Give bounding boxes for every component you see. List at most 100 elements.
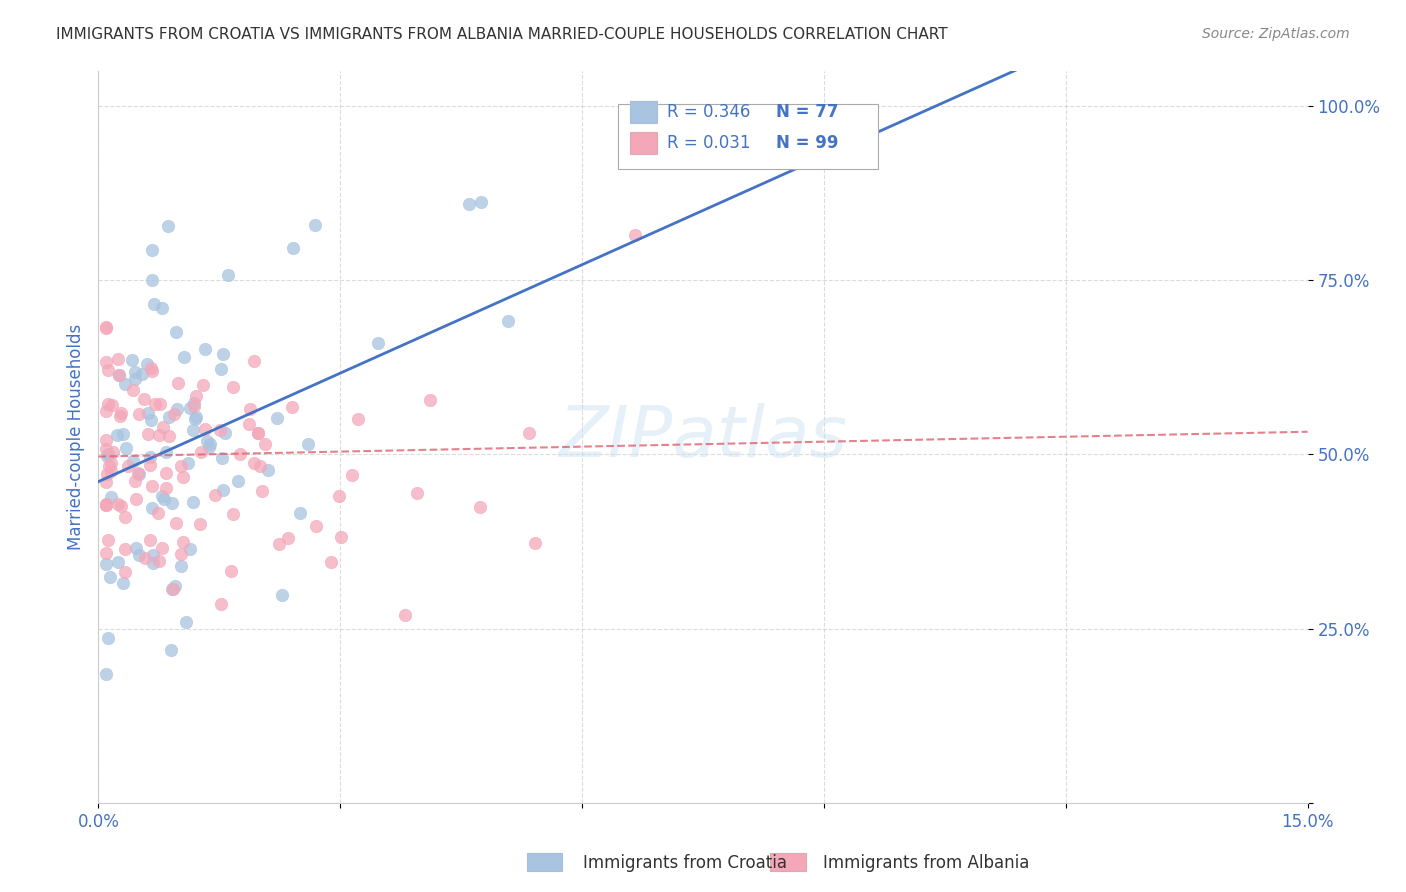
Point <box>125 491 148 506</box>
Point <box>188 517 211 532</box>
Point <box>165 516 187 530</box>
Point <box>177 456 200 470</box>
Point <box>115 441 138 455</box>
Point <box>97 533 120 547</box>
Point <box>249 459 271 474</box>
Point <box>96 467 118 482</box>
Point <box>163 407 186 421</box>
Point <box>96 546 118 560</box>
Point <box>214 426 236 441</box>
Point <box>470 194 492 209</box>
Point <box>100 456 122 470</box>
Point <box>138 533 160 548</box>
Point <box>250 483 273 498</box>
Point <box>107 497 129 511</box>
Point <box>96 433 118 447</box>
Point <box>211 450 233 465</box>
Point <box>209 597 232 611</box>
Point <box>125 541 148 556</box>
Bar <box>630 101 657 122</box>
Point <box>367 335 389 350</box>
Point <box>110 406 132 420</box>
Point <box>156 219 179 234</box>
FancyBboxPatch shape <box>619 104 879 169</box>
Point <box>304 219 326 233</box>
Point <box>100 464 122 478</box>
Point <box>117 458 139 473</box>
Point <box>96 497 118 511</box>
Point <box>198 437 221 451</box>
Point <box>162 582 184 596</box>
Bar <box>527 853 562 871</box>
Point <box>112 575 135 590</box>
Point <box>165 326 187 340</box>
Point <box>468 500 491 514</box>
Point <box>97 363 120 377</box>
Point <box>157 428 180 442</box>
Point <box>150 489 173 503</box>
Point <box>181 495 204 509</box>
Point <box>288 507 311 521</box>
Point <box>167 376 190 391</box>
Point <box>204 487 226 501</box>
Point <box>184 410 207 425</box>
Text: Source: ZipAtlas.com: Source: ZipAtlas.com <box>1202 27 1350 41</box>
Text: Immigrants from Croatia: Immigrants from Croatia <box>583 855 787 872</box>
Point <box>242 456 264 470</box>
Point <box>105 428 128 442</box>
Point <box>96 498 118 512</box>
Point <box>160 496 183 510</box>
Point <box>131 367 153 381</box>
Point <box>498 314 520 328</box>
Point <box>163 579 186 593</box>
Point <box>211 347 233 361</box>
Point <box>281 400 304 414</box>
Point <box>321 555 343 569</box>
Point <box>97 458 120 473</box>
Point <box>157 410 180 425</box>
Point <box>226 474 249 488</box>
Point <box>183 399 205 413</box>
Point <box>127 467 149 481</box>
Point <box>172 470 194 484</box>
Text: Immigrants from Albania: Immigrants from Albania <box>823 855 1029 872</box>
Point <box>155 444 177 458</box>
Text: IMMIGRANTS FROM CROATIA VS IMMIGRANTS FROM ALBANIA MARRIED-COUPLE HOUSEHOLDS COR: IMMIGRANTS FROM CROATIA VS IMMIGRANTS FR… <box>56 27 948 42</box>
Point <box>97 631 120 645</box>
Point <box>247 426 270 441</box>
Text: N = 77: N = 77 <box>776 103 838 120</box>
Point <box>101 445 124 459</box>
Point <box>108 368 131 382</box>
Point <box>124 372 146 386</box>
Point <box>141 501 163 516</box>
Point <box>183 396 205 410</box>
Point <box>100 398 122 412</box>
Text: R = 0.031: R = 0.031 <box>666 134 751 152</box>
Point <box>141 364 163 378</box>
Point <box>112 426 135 441</box>
Point <box>148 507 170 521</box>
Point <box>179 541 201 556</box>
Point <box>96 404 118 418</box>
Point <box>256 463 278 477</box>
Point <box>114 510 136 524</box>
Point <box>217 268 239 282</box>
Point <box>107 555 129 569</box>
Point <box>222 380 245 394</box>
Point <box>191 378 214 392</box>
Point <box>229 446 252 460</box>
Point <box>254 436 277 450</box>
Point <box>172 535 194 549</box>
Point <box>128 407 150 421</box>
Point <box>136 406 159 420</box>
Point <box>266 411 288 425</box>
Point <box>406 486 429 500</box>
Point <box>517 425 540 440</box>
Point <box>96 498 118 512</box>
Point <box>169 559 191 574</box>
Point <box>135 357 157 371</box>
Point <box>281 240 304 254</box>
Point <box>269 537 291 551</box>
Point <box>128 548 150 562</box>
Point <box>179 401 201 416</box>
